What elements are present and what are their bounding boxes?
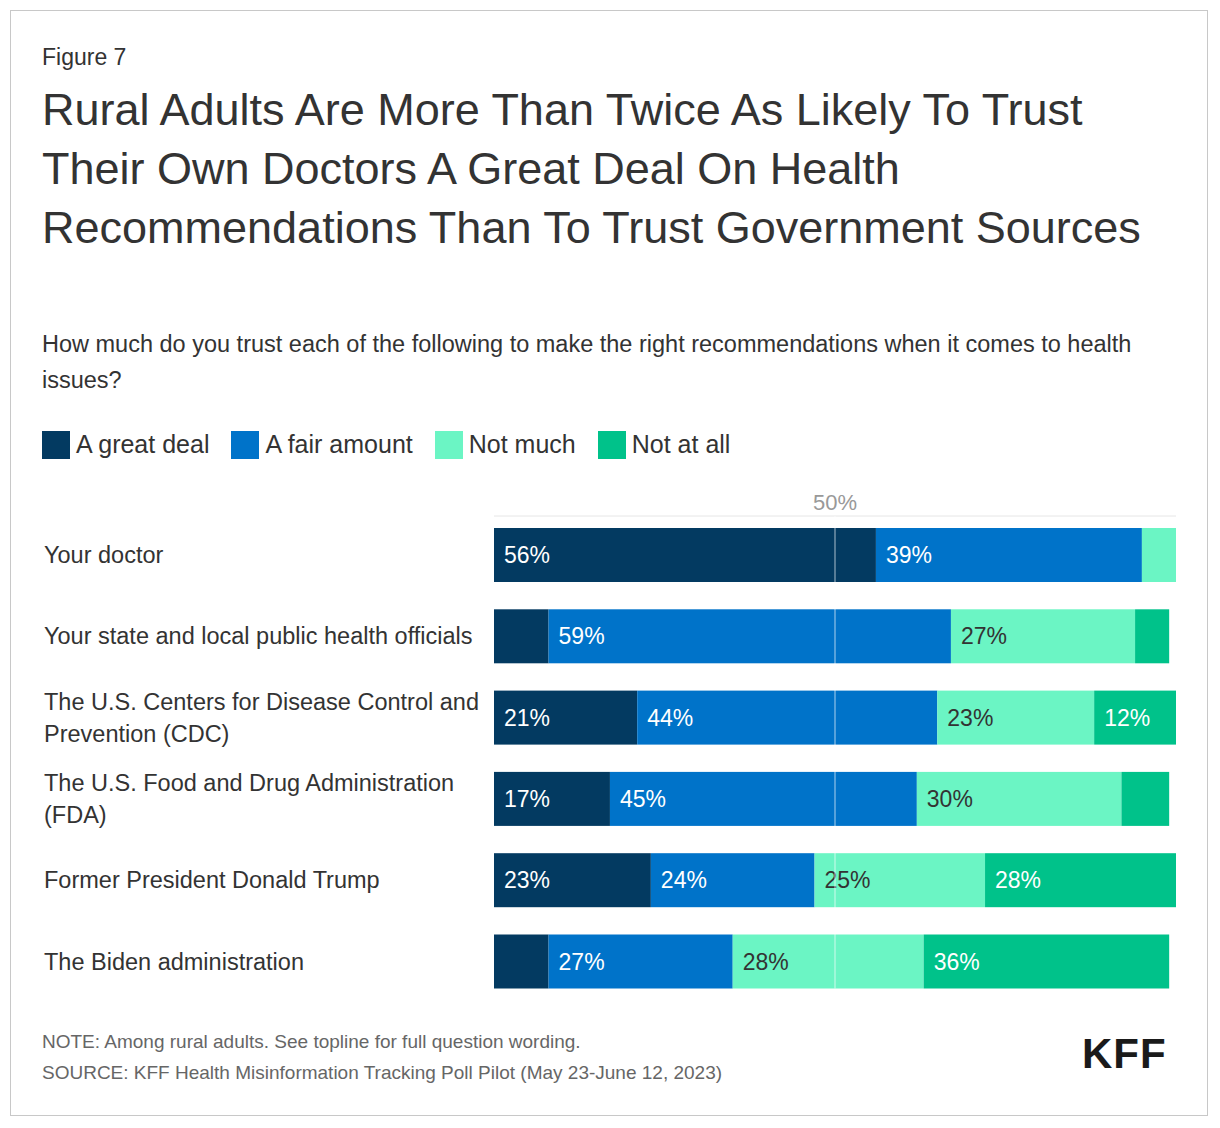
bar-segment [733,935,924,989]
legend-item: A fair amount [231,430,412,459]
bar-segment [549,609,951,663]
legend-item: A great deal [42,430,209,459]
bar-segment [494,691,637,745]
data-label: 17% [504,786,550,812]
data-label: 36% [934,949,980,975]
bar-segment [924,935,1170,989]
bar-segment [1176,528,1177,582]
data-label: 45% [620,786,666,812]
data-label: 56% [504,542,550,568]
bar-segment [876,528,1142,582]
legend-item: Not at all [598,430,731,459]
tick-label: 50% [813,490,857,515]
data-label: 59% [559,623,605,649]
bar-segment [815,853,986,907]
category-label: The U.S. Food and Drug Administration (F… [44,762,484,836]
legend-label: A great deal [76,430,209,459]
bar-segment [549,935,733,989]
data-labels: 56% 39% 59% 27% 21% 44% 23% 12% 17% 45% 30% 23% 24% 2… [504,542,1150,975]
legend-swatch [231,431,259,459]
category-label: Former President Donald Trump [44,843,484,917]
logo: KFF [1082,1030,1167,1078]
category-label: The Biden administration [44,925,484,999]
bar-segment [917,772,1122,826]
legend-label: Not much [469,430,576,459]
title: Rural Adults Are More Than Twice As Like… [42,80,1182,257]
bar-segment [937,691,1094,745]
legend-item: Not much [435,430,576,459]
data-label: 27% [559,949,605,975]
category-label: Your state and local public health offic… [44,599,484,673]
bar-segment [651,853,815,907]
category-label: The U.S. Centers for Disease Control and… [44,681,484,755]
source: SOURCE: KFF Health Misinformation Tracki… [42,1062,722,1084]
bar-segment [1094,691,1176,745]
bar-segment [494,609,549,663]
bar-segment [1121,772,1169,826]
data-label: 23% [947,705,993,731]
bar-segment [494,935,549,989]
bar-segment [985,853,1176,907]
data-label: 24% [661,867,707,893]
figure-label: Figure 7 [42,44,126,71]
bar-segment [637,691,937,745]
bar-segment [610,772,917,826]
note: NOTE: Among rural adults. See topline fo… [42,1031,581,1053]
data-label: 28% [743,949,789,975]
legend: A great deal A fair amount Not much Not at … [42,430,752,459]
bar-segment [494,853,651,907]
bar-segment [494,528,876,582]
legend-swatch [435,431,463,459]
bar-segment [951,609,1135,663]
bar-segment [1135,609,1169,663]
data-label: 28% [995,867,1041,893]
legend-swatch [598,431,626,459]
data-label: 44% [647,705,693,731]
subtitle: How much do you trust each of the follow… [42,326,1162,398]
bar-segment [494,772,610,826]
legend-label: Not at all [632,430,731,459]
data-label: 21% [504,705,550,731]
data-label: 25% [825,867,871,893]
legend-label: A fair amount [265,430,412,459]
data-label: 23% [504,867,550,893]
bar-segment [1142,528,1176,582]
legend-swatch [42,431,70,459]
data-label: 27% [961,623,1007,649]
data-label: 39% [886,542,932,568]
data-label: 12% [1104,705,1150,731]
category-label: Your doctor [44,518,484,592]
data-label: 30% [927,786,973,812]
grid-line [834,516,836,989]
